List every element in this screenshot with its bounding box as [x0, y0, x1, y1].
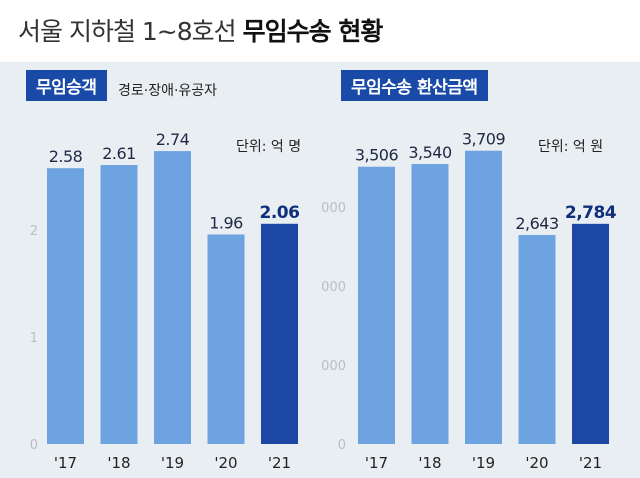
y-tick-label: 0	[30, 438, 38, 453]
value-label: 3,506	[355, 146, 399, 165]
value-label: 2,643	[515, 214, 558, 233]
bar	[411, 164, 449, 444]
chart-panel-amount: 0 1000 2000 3000 3,506 '17 3,540 '18 3,709 '19 2,6…	[320, 62, 640, 478]
chart-subtitle-passengers: 경로·장애·유공자	[118, 83, 218, 99]
bar	[518, 234, 556, 444]
y-tick-label: 1	[30, 331, 38, 346]
y-tick-label: 2	[30, 224, 38, 239]
x-tick-label: '17	[365, 454, 388, 472]
y-tick-label: 0	[338, 438, 346, 453]
x-tick-label: '19	[472, 454, 495, 472]
value-label: 2.74	[156, 130, 190, 149]
y-tick-label: 3000	[320, 201, 346, 216]
value-label: 2,784	[565, 203, 617, 223]
title-normal: 서울 지하철 1~8호선	[18, 17, 237, 46]
value-label: 1.96	[209, 213, 243, 232]
x-tick-label: '19	[161, 454, 184, 472]
bar	[207, 234, 245, 444]
chart-title-amount: 무임수송 환산금액	[341, 70, 488, 101]
value-label: 2.61	[102, 144, 136, 163]
chart-unit-passengers: 단위: 억 명	[236, 139, 302, 155]
title-bold: 무임수송 현황	[242, 17, 384, 46]
x-tick-label: '21	[579, 454, 602, 472]
passengers-bar-chart: 0 1 2 2.58 '17 2.61 '18 2.74 '19 1.96 '20 2.06 '21	[30, 130, 300, 472]
x-tick-label: '20	[525, 454, 548, 472]
chart-title-passengers: 무임승객	[26, 70, 107, 101]
page-title: 서울 지하철 1~8호선 무임수송 현황	[18, 12, 384, 48]
value-label: 3,540	[408, 143, 452, 162]
value-label: 2.58	[49, 147, 83, 166]
value-label: 2.06	[260, 203, 300, 223]
y-tick-label: 1000	[320, 359, 346, 374]
x-tick-label: '21	[268, 454, 291, 472]
bar	[572, 223, 609, 444]
x-tick-label: '17	[54, 454, 77, 472]
bar	[154, 151, 191, 444]
bar	[100, 165, 138, 444]
bar	[358, 166, 395, 444]
bar	[47, 168, 84, 444]
bar	[261, 223, 298, 444]
x-tick-label: '20	[214, 454, 237, 472]
bar	[465, 150, 502, 444]
x-tick-label: '18	[107, 454, 130, 472]
amount-bar-chart: 0 1000 2000 3000 3,506 '17 3,540 '18 3,709 '19 2,6…	[320, 130, 617, 472]
value-label: 3,709	[462, 130, 506, 149]
x-tick-label: '18	[418, 454, 441, 472]
y-tick-label: 2000	[320, 280, 346, 295]
chart-panel-passengers: 0 1 2 2.58 '17 2.61 '18 2.74 '19 1.96 '20 2.06 '21	[0, 62, 320, 478]
chart-unit-amount: 단위: 억 원	[538, 139, 604, 155]
